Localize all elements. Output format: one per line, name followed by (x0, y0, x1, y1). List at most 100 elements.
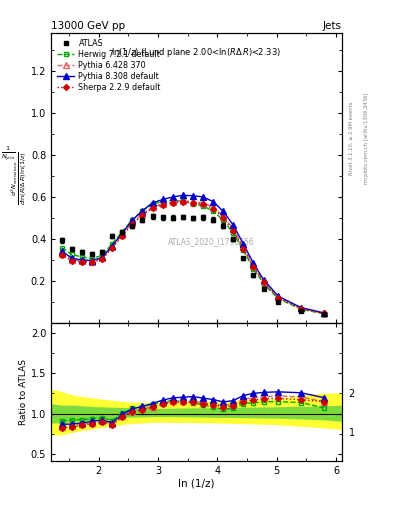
Pythia 6.428 370 (261, 279, 266, 285)
Herwig 7.2.1 default (160, 199, 165, 205)
Pythia 8.308 default (241, 241, 246, 247)
Line: Herwig 7.2.1 default: Herwig 7.2.1 default (59, 198, 326, 316)
Pythia 8.308 default (180, 192, 185, 198)
Sherpa 2.2.9 default (276, 295, 281, 301)
Line: Pythia 6.428 370: Pythia 6.428 370 (59, 198, 326, 316)
Pythia 8.308 default (130, 217, 135, 223)
Pythia 6.428 370 (110, 244, 115, 250)
Pythia 6.428 370 (211, 204, 215, 210)
Herwig 7.2.1 default (201, 203, 206, 209)
Pythia 6.428 370 (321, 310, 326, 316)
Sherpa 2.2.9 default (299, 306, 303, 312)
Pythia 8.308 default (261, 276, 266, 283)
Legend: ATLAS, Herwig 7.2.1 default, Pythia 6.428 370, Pythia 8.308 default, Sherpa 2.2.: ATLAS, Herwig 7.2.1 default, Pythia 6.42… (55, 37, 162, 94)
Sherpa 2.2.9 default (241, 246, 246, 252)
Herwig 7.2.1 default (299, 306, 303, 312)
Sherpa 2.2.9 default (59, 251, 64, 258)
Pythia 8.308 default (160, 197, 165, 203)
Sherpa 2.2.9 default (321, 310, 326, 316)
Pythia 6.428 370 (70, 257, 74, 263)
Pythia 6.428 370 (276, 294, 281, 301)
Herwig 7.2.1 default (180, 198, 185, 204)
Text: Jets: Jets (323, 21, 342, 31)
Pythia 6.428 370 (221, 213, 226, 219)
Pythia 8.308 default (140, 207, 145, 214)
Text: Rivet 3.1.10, ≥ 2.9M events: Rivet 3.1.10, ≥ 2.9M events (349, 101, 354, 175)
Pythia 8.308 default (191, 193, 195, 199)
Sherpa 2.2.9 default (211, 205, 215, 211)
Text: mcplots.cern.ch [arXiv:1306.3436]: mcplots.cern.ch [arXiv:1306.3436] (364, 93, 369, 184)
Pythia 8.308 default (120, 230, 125, 236)
Herwig 7.2.1 default (120, 228, 125, 234)
Text: $\frac{1}{N_{jets}}$: $\frac{1}{N_{jets}}$ (1, 144, 16, 163)
Pythia 6.428 370 (191, 199, 195, 205)
Sherpa 2.2.9 default (261, 280, 266, 286)
Sherpa 2.2.9 default (90, 260, 94, 266)
Text: 13000 GeV pp: 13000 GeV pp (51, 21, 125, 31)
Herwig 7.2.1 default (221, 217, 226, 223)
Sherpa 2.2.9 default (221, 215, 226, 221)
Pythia 8.308 default (70, 255, 74, 261)
Sherpa 2.2.9 default (130, 221, 135, 227)
Y-axis label: $\frac{d^2 N_{emissions}}{d\ln (R/\Delta\, R)\, \ln (1/z)}$: $\frac{d^2 N_{emissions}}{d\ln (R/\Delta… (9, 151, 29, 205)
Pythia 6.428 370 (299, 305, 303, 311)
Pythia 6.428 370 (120, 231, 125, 238)
Sherpa 2.2.9 default (171, 200, 175, 206)
Pythia 8.308 default (150, 200, 155, 206)
Polygon shape (51, 390, 342, 436)
Sherpa 2.2.9 default (201, 201, 206, 207)
Polygon shape (51, 404, 342, 423)
Sherpa 2.2.9 default (140, 212, 145, 218)
Pythia 6.428 370 (160, 201, 165, 207)
Y-axis label: Ratio to ATLAS: Ratio to ATLAS (19, 359, 28, 425)
Pythia 6.428 370 (171, 199, 175, 205)
Herwig 7.2.1 default (80, 254, 84, 260)
Herwig 7.2.1 default (191, 201, 195, 207)
Pythia 6.428 370 (100, 255, 105, 261)
Herwig 7.2.1 default (110, 241, 115, 247)
Sherpa 2.2.9 default (180, 199, 185, 205)
Herwig 7.2.1 default (261, 281, 266, 287)
Herwig 7.2.1 default (59, 245, 64, 251)
Herwig 7.2.1 default (321, 311, 326, 317)
Text: $\ln(1/z)$ (Lund plane 2.00<$\ln(R\Delta\, R)$<2.33): $\ln(1/z)$ (Lund plane 2.00<$\ln(R\Delta… (112, 46, 281, 59)
Pythia 6.428 370 (140, 211, 145, 217)
Sherpa 2.2.9 default (80, 259, 84, 265)
Herwig 7.2.1 default (211, 208, 215, 214)
Pythia 6.428 370 (80, 258, 84, 264)
Pythia 8.308 default (299, 305, 303, 311)
Sherpa 2.2.9 default (191, 200, 195, 206)
Text: 2: 2 (349, 389, 355, 399)
Line: Pythia 8.308 default: Pythia 8.308 default (59, 193, 326, 315)
Herwig 7.2.1 default (150, 201, 155, 207)
Pythia 8.308 default (211, 199, 215, 205)
Pythia 8.308 default (276, 293, 281, 300)
Herwig 7.2.1 default (276, 296, 281, 302)
Pythia 8.308 default (100, 254, 105, 261)
Sherpa 2.2.9 default (150, 205, 155, 211)
Herwig 7.2.1 default (241, 247, 246, 253)
Pythia 8.308 default (90, 258, 94, 264)
Sherpa 2.2.9 default (70, 258, 74, 264)
Herwig 7.2.1 default (130, 217, 135, 223)
Pythia 6.428 370 (241, 244, 246, 250)
Pythia 8.308 default (251, 260, 256, 266)
X-axis label: ln (1/z): ln (1/z) (178, 478, 215, 488)
Pythia 8.308 default (59, 248, 64, 254)
Sherpa 2.2.9 default (110, 245, 115, 251)
Herwig 7.2.1 default (171, 197, 175, 203)
Herwig 7.2.1 default (90, 255, 94, 262)
Pythia 8.308 default (201, 194, 206, 200)
Text: 1: 1 (349, 428, 355, 438)
Pythia 6.428 370 (59, 250, 64, 257)
Pythia 6.428 370 (251, 263, 256, 269)
Herwig 7.2.1 default (70, 251, 74, 258)
Pythia 8.308 default (221, 208, 226, 215)
Pythia 8.308 default (321, 310, 326, 316)
Herwig 7.2.1 default (231, 230, 236, 237)
Sherpa 2.2.9 default (120, 233, 125, 239)
Pythia 8.308 default (231, 222, 236, 228)
Herwig 7.2.1 default (100, 252, 105, 259)
Herwig 7.2.1 default (140, 208, 145, 214)
Sherpa 2.2.9 default (100, 256, 105, 262)
